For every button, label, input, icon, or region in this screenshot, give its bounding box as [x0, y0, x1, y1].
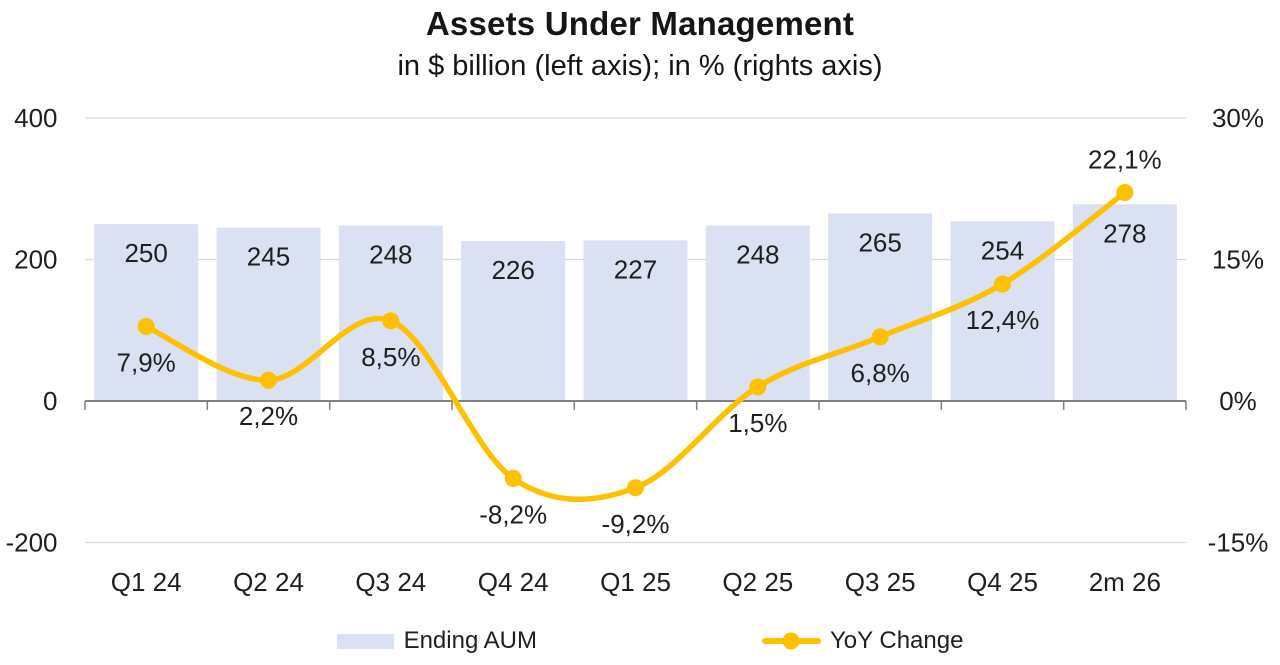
- left-axis-tick-label: 0: [43, 386, 57, 416]
- axis-labels-group: 400 200 0 -200 30% 15% 0% -15%: [5, 103, 1268, 558]
- yoy-marker-q1-25: [627, 479, 644, 497]
- yoy-value-label: 1,5%: [728, 408, 787, 438]
- yoy-marker-q4-25: [994, 275, 1011, 293]
- legend-label-ending-aum: Ending AUM: [403, 627, 537, 654]
- x-axis-group: [84, 400, 1187, 410]
- right-axis-tick-label: -15%: [1208, 528, 1269, 558]
- yoy-value-label: 2,2%: [239, 401, 298, 431]
- chart-legend: Ending AUM YoY Change: [0, 627, 1280, 655]
- x-axis-label: Q1 24: [111, 567, 182, 597]
- bar-q1-25: [583, 240, 688, 400]
- bar-value-label: 248: [369, 240, 412, 270]
- legend-line-swatch: [761, 632, 821, 650]
- yoy-value-label: 7,9%: [117, 347, 176, 377]
- x-axis-label: 2m 26: [1089, 567, 1161, 597]
- yoy-value-label: 6,8%: [851, 358, 910, 388]
- x-axis-label: Q3 24: [355, 567, 426, 597]
- bar-value-label: 250: [124, 238, 167, 268]
- legend-item-yoy-change: YoY Change: [761, 627, 964, 654]
- bar-q1-24: [94, 224, 199, 400]
- yoy-marker-q1-24: [137, 317, 155, 335]
- chart-title: Assets Under Management: [425, 5, 855, 42]
- bar-value-label: 248: [736, 240, 779, 270]
- yoy-marker-q3-25: [871, 328, 889, 346]
- x-axis-label: Q2 24: [233, 567, 304, 597]
- left-axis-tick-label: 400: [14, 103, 57, 133]
- bar-value-label: 227: [614, 254, 657, 284]
- x-axis-label: Q4 24: [478, 567, 549, 597]
- yoy-value-label: 12,4%: [966, 305, 1040, 335]
- yoy-marker-q3-24: [382, 312, 400, 330]
- yoy-marker-2m-26: [1116, 184, 1134, 202]
- bar-q4-24: [461, 241, 566, 400]
- yoy-marker-q2-24: [260, 371, 277, 389]
- yoy-value-label: -9,2%: [602, 509, 670, 539]
- legend-line-marker-dot: [782, 632, 800, 650]
- bar-q4-25: [950, 221, 1055, 400]
- bar-2m-26: [1072, 204, 1177, 400]
- bar-value-label: 265: [858, 228, 901, 258]
- x-axis-label: Q1 25: [600, 567, 671, 597]
- yoy-value-label: -8,2%: [479, 499, 547, 529]
- x-axis-label: Q3 25: [845, 567, 916, 597]
- bar-value-label: 254: [981, 235, 1024, 265]
- chart-subtitle: in $ billion (left axis); in % (rights a…: [397, 50, 883, 82]
- yoy-value-label: 22,1%: [1088, 145, 1162, 175]
- x-axis-label: Q2 25: [722, 567, 793, 597]
- left-axis-tick-label: 200: [14, 245, 57, 275]
- bar-value-label: 245: [247, 242, 290, 272]
- yoy-value-label: 8,5%: [361, 342, 420, 372]
- yoy-line-group: 7,9% 2,2% 8,5% -8,2% -9,2% 1,5% 6,8% 12,4% 22,1%: [117, 145, 1162, 539]
- legend-bar-swatch: [336, 633, 394, 649]
- legend-item-ending-aum: Ending AUM: [336, 627, 537, 654]
- bar-value-label: 226: [491, 255, 534, 285]
- right-axis-tick-label: 30%: [1212, 103, 1264, 133]
- yoy-marker-q4-24: [504, 469, 522, 487]
- yoy-marker-q2-25: [749, 378, 767, 396]
- bar-value-label: 278: [1103, 218, 1146, 248]
- aum-bars-group: 250 245 248 226 227 248 265 254 278: [94, 204, 1177, 400]
- legend-label-yoy-change: YoY Change: [829, 627, 964, 654]
- right-axis-tick-label: 0%: [1219, 386, 1257, 416]
- x-axis-label: Q4 25: [967, 567, 1038, 597]
- left-axis-tick-label: -200: [5, 528, 57, 558]
- right-axis-tick-label: 15%: [1212, 245, 1264, 275]
- bar-q3-25: [828, 213, 933, 400]
- category-labels-group: Q1 24 Q2 24 Q3 24 Q4 24 Q1 25 Q2 25 Q3 25 Q4 25…: [111, 567, 1161, 597]
